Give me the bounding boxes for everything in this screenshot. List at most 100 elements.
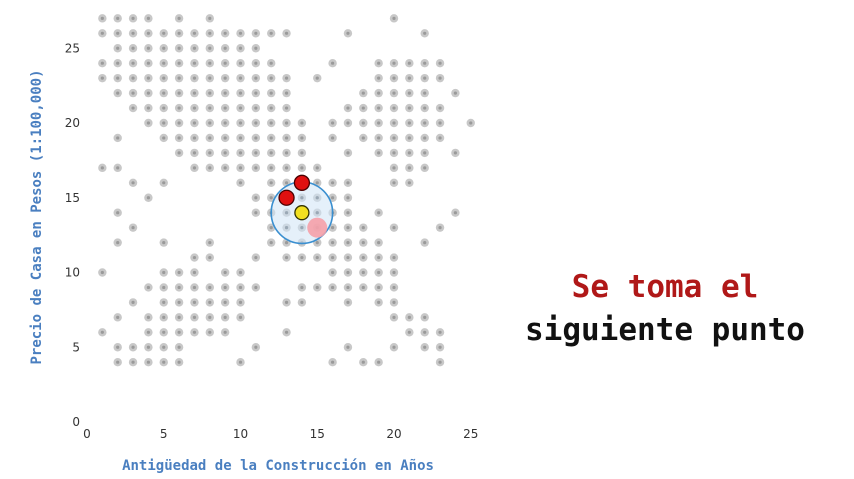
- data-point: [174, 14, 184, 23]
- data-point: [420, 103, 429, 113]
- data-point: [205, 103, 214, 113]
- data-point: [282, 29, 291, 38]
- y-tick-label: 10: [65, 266, 80, 280]
- data-point: [128, 14, 138, 23]
- data-point: [174, 118, 184, 128]
- data-point: [251, 133, 261, 143]
- data-point: [159, 44, 168, 53]
- data-point: [359, 358, 368, 367]
- data-point: [128, 88, 138, 98]
- data-point: [359, 133, 368, 143]
- data-point: [451, 208, 460, 217]
- data-point: [174, 343, 184, 352]
- data-point: [190, 283, 199, 292]
- data-point: [236, 163, 245, 173]
- data-point: [144, 88, 153, 98]
- data-point: [267, 73, 276, 83]
- data-point: [159, 59, 168, 68]
- data-point: [389, 14, 399, 23]
- data-point: [374, 133, 383, 143]
- y-tick-label: 0: [72, 415, 80, 429]
- data-point: [267, 118, 276, 128]
- data-point: [435, 223, 445, 232]
- data-point: [174, 29, 184, 38]
- data-point: [190, 313, 199, 322]
- data-point: [113, 163, 122, 173]
- data-point: [405, 148, 414, 158]
- x-axis-title: Antigüedad de la Construcción en Años: [122, 458, 434, 474]
- data-point: [389, 178, 399, 187]
- data-point: [220, 148, 230, 158]
- data-point: [98, 328, 107, 337]
- data-point-in-radius: [284, 226, 289, 230]
- data-point: [405, 59, 414, 68]
- data-point: [251, 148, 261, 158]
- data-point: [328, 178, 337, 187]
- data-point: [159, 103, 168, 113]
- data-point: [343, 118, 353, 128]
- data-point: [205, 29, 214, 38]
- data-point: [144, 14, 153, 23]
- data-point: [236, 133, 245, 143]
- data-point: [174, 268, 184, 277]
- data-point: [190, 118, 199, 128]
- data-point: [267, 59, 276, 68]
- neighbor-point: [293, 174, 311, 191]
- data-point: [374, 268, 383, 277]
- data-points-layer: [98, 14, 475, 367]
- data-point: [98, 29, 107, 38]
- data-point: [297, 283, 307, 292]
- data-point: [236, 44, 245, 53]
- data-point: [328, 59, 337, 68]
- data-point: [174, 133, 184, 143]
- data-point: [159, 118, 168, 128]
- data-point: [343, 268, 353, 277]
- data-point: [236, 118, 245, 128]
- data-point: [466, 118, 475, 128]
- data-point: [343, 103, 353, 113]
- data-point: [174, 148, 184, 158]
- data-point: [267, 163, 276, 173]
- data-point: [405, 163, 414, 173]
- data-point: [159, 268, 168, 277]
- data-point: [328, 268, 337, 277]
- data-point: [328, 238, 337, 247]
- data-point: [236, 59, 245, 68]
- data-point: [435, 328, 445, 337]
- data-point: [190, 268, 199, 277]
- x-tick-label: 5: [160, 427, 168, 441]
- data-point: [98, 268, 107, 277]
- data-point: [251, 163, 261, 173]
- data-point: [220, 44, 230, 53]
- data-point: [205, 44, 214, 53]
- data-point: [435, 133, 445, 143]
- data-point: [282, 253, 291, 262]
- data-point-in-radius: [300, 196, 304, 200]
- data-point: [389, 118, 399, 128]
- data-point: [159, 73, 168, 83]
- data-point: [374, 358, 383, 367]
- data-point: [220, 59, 230, 68]
- data-point: [420, 73, 429, 83]
- data-point: [435, 343, 445, 352]
- data-point: [205, 163, 214, 173]
- data-point: [267, 148, 276, 158]
- data-point-in-radius: [300, 226, 304, 230]
- data-point: [220, 313, 230, 322]
- data-point: [113, 59, 122, 68]
- data-point: [343, 298, 353, 307]
- data-point: [205, 59, 214, 68]
- data-point: [144, 44, 153, 53]
- data-point: [128, 29, 138, 38]
- data-point: [451, 88, 460, 98]
- data-point: [405, 133, 414, 143]
- data-point: [282, 163, 291, 173]
- data-point: [205, 238, 214, 247]
- data-point: [159, 238, 168, 247]
- data-point: [144, 358, 153, 367]
- data-point: [98, 73, 107, 83]
- candidate-point: [307, 217, 328, 238]
- data-point: [128, 223, 138, 232]
- data-point: [282, 73, 291, 83]
- data-point: [420, 59, 429, 68]
